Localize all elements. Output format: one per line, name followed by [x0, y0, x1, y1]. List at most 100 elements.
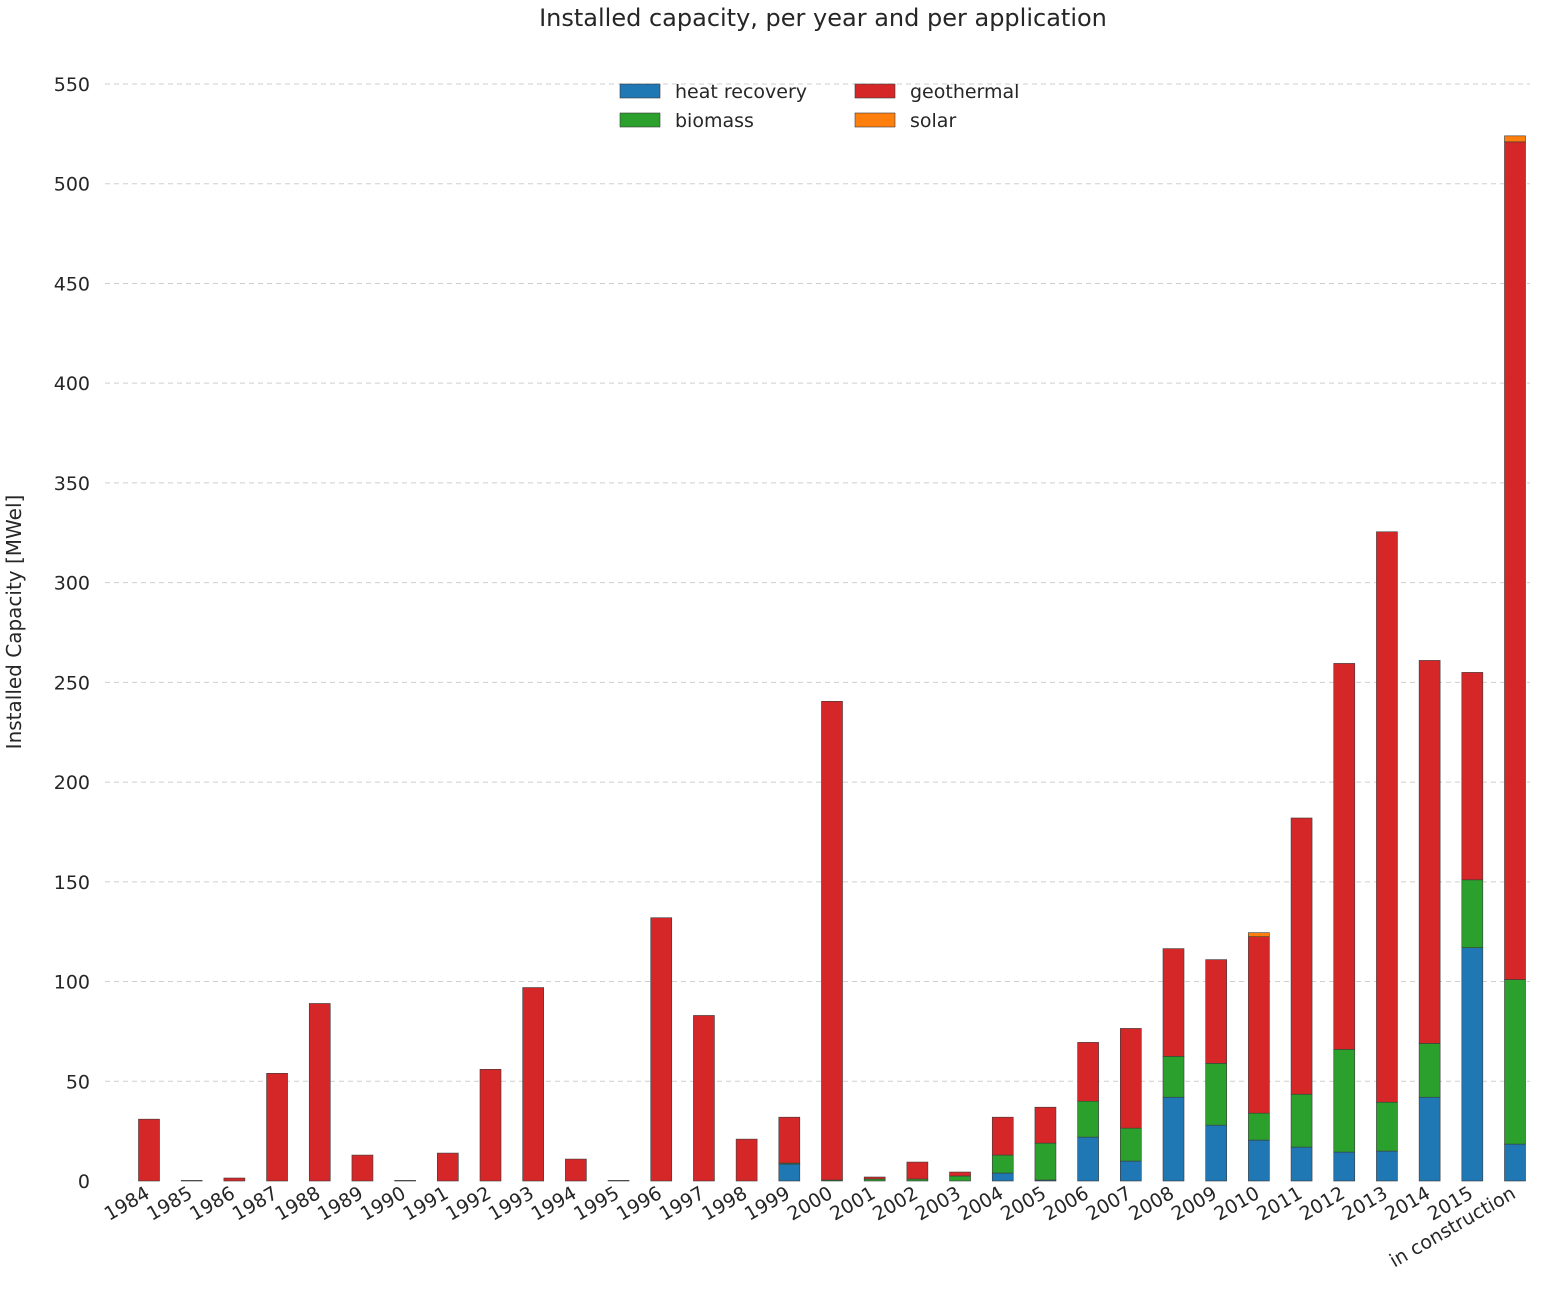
bar-geothermal-2013	[1376, 531, 1398, 1103]
x-tick-label: 2008	[1125, 1182, 1178, 1225]
bar-solar-2010	[1248, 932, 1270, 937]
y-tick-label: 50	[66, 1071, 90, 1093]
bar-geothermal-2007	[1120, 1028, 1142, 1129]
bar-biomass-2004	[991, 1154, 1014, 1174]
bar-geothermal-1986	[223, 1177, 246, 1182]
bar-heat-recovery-2010	[1248, 1139, 1270, 1182]
bar-solar-in-construction	[1504, 135, 1526, 143]
bar-geothermal-2012	[1333, 663, 1356, 1050]
x-tick-label: 2005	[997, 1182, 1050, 1225]
bar-geothermal-2008	[1162, 948, 1185, 1057]
x-tick-label: 1997	[656, 1182, 709, 1225]
legend: heat recovery biomass geothermal solar	[619, 81, 1019, 132]
bar-geothermal-2014	[1418, 660, 1441, 1044]
x-tick-label: 2014	[1381, 1182, 1434, 1225]
y-tick-label: 400	[54, 373, 90, 395]
bar-geothermal-2009	[1205, 959, 1227, 1064]
x-tick-label: 2010	[1210, 1182, 1263, 1225]
y-tick-label: 200	[54, 772, 90, 794]
bar-geothermal-1987	[266, 1072, 288, 1182]
bar-geothermal-1995	[607, 1180, 630, 1182]
bar-geothermal-1994	[565, 1158, 587, 1182]
x-tick-label: 1996	[613, 1182, 666, 1225]
bar-biomass-2014	[1418, 1043, 1441, 1098]
y-tick-label: 550	[54, 74, 90, 96]
gridlines	[105, 83, 1530, 1082]
bar-heat-recovery-2004	[991, 1172, 1014, 1182]
bar-geothermal-2006	[1077, 1042, 1099, 1102]
x-tick-label: 1990	[357, 1182, 410, 1225]
x-tick-label: 2006	[1040, 1182, 1093, 1225]
legend-swatch-solar	[854, 112, 896, 128]
bar-biomass-2008	[1162, 1056, 1185, 1098]
bar-biomass-2012	[1333, 1049, 1356, 1153]
bar-heat-recovery-2007	[1120, 1160, 1142, 1182]
bar-geothermal-1998	[735, 1138, 758, 1182]
x-tick-label: 1991	[399, 1182, 452, 1225]
bar-geothermal-1990	[394, 1180, 416, 1182]
bar-geothermal-2015	[1461, 672, 1484, 881]
x-tick-label: 1999	[741, 1182, 794, 1225]
bar-biomass-2010	[1248, 1112, 1270, 1141]
bar-heat-recovery-2012	[1333, 1151, 1356, 1182]
y-tick-label: 350	[54, 473, 90, 495]
x-tick-label: 1995	[570, 1182, 623, 1225]
bar-biomass-2009	[1205, 1063, 1227, 1126]
legend-swatch-heat-recovery	[619, 83, 661, 99]
bar-heat-recovery-2015	[1461, 947, 1484, 1182]
bar-heat-recovery-1999	[778, 1163, 801, 1182]
x-tick-label: 1984	[101, 1182, 154, 1225]
x-tick-label: 1985	[143, 1182, 196, 1225]
y-tick-label: 500	[54, 174, 90, 196]
bar-biomass-2005	[1034, 1142, 1057, 1181]
x-tick-label: 2013	[1339, 1182, 1392, 1225]
x-tick-label: 1987	[229, 1182, 282, 1225]
bar-heat-recovery-2009	[1205, 1124, 1227, 1182]
bar-geothermal-2001	[863, 1176, 886, 1180]
x-tick-label: 2002	[869, 1182, 922, 1225]
bar-geothermal-1985	[180, 1180, 203, 1182]
bar-biomass-in-construction	[1504, 979, 1526, 1145]
x-tick-label: 2004	[954, 1182, 1007, 1225]
x-tick-label: 2001	[826, 1182, 879, 1225]
bar-geothermal-2004	[991, 1116, 1014, 1156]
bars	[138, 135, 1526, 1182]
legend-label-heat-recovery: heat recovery	[675, 81, 807, 103]
bar-geothermal-2010	[1248, 936, 1270, 1114]
bar-geothermal-1997	[693, 1015, 715, 1182]
y-axis-label: Installed Capacity [MWel]	[2, 495, 26, 750]
bar-biomass-2006	[1077, 1100, 1099, 1138]
bar-geothermal-2011	[1290, 817, 1313, 1095]
legend-swatch-geothermal	[854, 83, 896, 99]
x-tick-label: 2007	[1082, 1182, 1135, 1225]
y-tick-label: 450	[54, 273, 90, 295]
bar-biomass-2011	[1290, 1093, 1313, 1148]
x-tick-label: 2009	[1168, 1182, 1221, 1225]
bar-geothermal-1996	[650, 917, 673, 1182]
y-axis-ticks: 0 50 100 150 200 250 300 350 400 450 500 550	[54, 74, 90, 1193]
y-tick-label: 250	[54, 672, 90, 694]
bar-geothermal-1992	[479, 1069, 502, 1182]
legend-label-geothermal: geothermal	[910, 81, 1019, 103]
bar-biomass-2015	[1461, 879, 1484, 948]
bar-heat-recovery-2013	[1376, 1150, 1398, 1182]
x-axis-ticks: 1984198519861987198819891990199119921993…	[101, 1182, 1520, 1272]
y-tick-label: 100	[54, 972, 90, 994]
x-tick-label: 2012	[1296, 1182, 1349, 1225]
x-tick-label: 2003	[912, 1182, 965, 1225]
x-tick-label: 1998	[698, 1182, 751, 1225]
bar-geothermal-1989	[351, 1154, 374, 1182]
bar-geothermal-1988	[308, 1003, 331, 1182]
chart-title: Installed capacity, per year and per app…	[539, 4, 1107, 32]
x-tick-label: 1988	[271, 1182, 324, 1225]
bar-biomass-2003	[949, 1175, 971, 1182]
bar-geothermal-2000	[821, 701, 843, 1181]
bar-heat-recovery-2011	[1290, 1146, 1313, 1182]
bar-geothermal-2005	[1034, 1106, 1057, 1144]
bar-heat-recovery-2008	[1162, 1096, 1185, 1182]
bar-geothermal-1991	[437, 1152, 459, 1182]
x-tick-label: 1992	[442, 1182, 495, 1225]
x-tick-label: 1993	[485, 1182, 538, 1225]
x-tick-label: 1994	[527, 1182, 580, 1225]
